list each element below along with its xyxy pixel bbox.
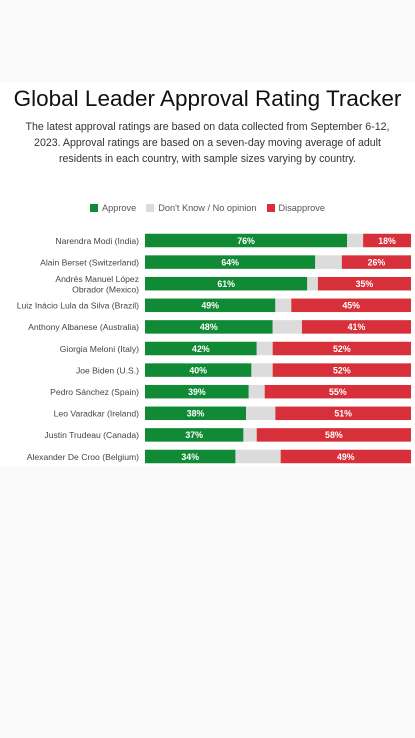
bar-row: Anthony Albanese (Australia) 48% 41%: [28, 320, 411, 334]
bar-segment-neutral: [246, 406, 276, 421]
data-label-approve: 40%: [189, 365, 207, 375]
category-label: Joe Biden (U.S.): [76, 365, 139, 375]
bar-segment-neutral: [243, 428, 257, 442]
bar-row: Pedro Sánchez (Spain) 39% 55%: [50, 384, 411, 399]
legend-label-neutral: Don't Know / No opinion: [158, 203, 257, 213]
bar-segment-disapprove: [280, 449, 411, 464]
bar-segment-disapprove: [264, 384, 411, 399]
data-label-disapprove: 52%: [333, 365, 351, 375]
bar-segment-disapprove: [272, 363, 411, 377]
category-label: Giorgia Meloni (Italy): [60, 344, 139, 354]
data-label-disapprove: 26%: [368, 257, 386, 267]
chart-card: Global Leader Approval Rating Tracker Th…: [0, 82, 415, 467]
bar-segment-approve: [145, 449, 236, 464]
data-label-approve: 48%: [200, 322, 218, 332]
legend-label-approve: Approve: [102, 203, 137, 213]
legend-swatch-disapprove: [266, 204, 275, 212]
data-label-approve: 39%: [188, 387, 206, 397]
bar-row: Narendra Modi (India) 76% 18%: [55, 233, 411, 248]
bar-segment-neutral: [235, 449, 281, 464]
data-label-disapprove: 41%: [348, 322, 366, 332]
bar-segment-neutral: [256, 341, 273, 356]
category-label: Obrador (Mexico): [72, 284, 139, 294]
bar-segment-disapprove: [363, 233, 411, 248]
category-label: Narendra Modi (India): [55, 236, 139, 246]
chart-subtitle: The latest approval ratings are based on…: [25, 121, 390, 165]
bar-segment-neutral: [248, 384, 265, 399]
legend-item-approve: Approve: [90, 203, 136, 213]
data-label-disapprove: 18%: [378, 236, 396, 246]
bar-segment-disapprove: [341, 255, 411, 269]
bar-segment-approve: [145, 341, 257, 356]
bar-segment-approve: [145, 233, 348, 248]
bar-row: Giorgia Meloni (Italy) 42% 52%: [60, 341, 411, 356]
chart-title: Global Leader Approval Rating Tracker: [13, 86, 402, 111]
bar-row: Luiz Inácio Lula da Silva (Brazil) 49% 45%: [17, 298, 411, 313]
data-label-approve: 37%: [185, 430, 203, 440]
data-label-approve: 61%: [217, 279, 235, 289]
bar-segment-approve: [145, 384, 249, 399]
data-label-disapprove: 49%: [337, 452, 355, 462]
bar-row: Justin Trudeau (Canada) 37% 58%: [44, 428, 411, 442]
bar-segment-disapprove: [275, 406, 411, 421]
bar-segment-disapprove: [272, 341, 411, 356]
category-label: Justin Trudeau (Canada): [44, 430, 139, 440]
bar-row: Leo Varadkar (Ireland) 38% 51%: [54, 406, 411, 421]
data-label-approve: 76%: [237, 236, 255, 246]
data-label-disapprove: 58%: [325, 430, 343, 440]
bar-segment-neutral: [275, 298, 292, 313]
bar-row: Alain Berset (Switzerland) 64% 26%: [40, 255, 411, 269]
data-label-disapprove: 35%: [356, 279, 374, 289]
bar-segment-approve: [145, 255, 316, 269]
category-label: Andrés Manuel López: [55, 274, 139, 284]
data-label-approve: 49%: [201, 301, 219, 311]
legend-swatch-approve: [90, 204, 98, 212]
bar-segment-approve: [145, 276, 308, 291]
category-label: Alain Berset (Switzerland): [40, 257, 139, 267]
bar-row: Joe Biden (U.S.) 40% 52%: [76, 363, 411, 377]
bar-segment-neutral: [272, 320, 302, 334]
bar-segment-neutral: [251, 363, 273, 377]
bar-segment-neutral: [315, 255, 342, 269]
data-label-disapprove: 51%: [334, 409, 352, 419]
data-label-approve: 42%: [192, 344, 210, 354]
data-label-approve: 34%: [181, 452, 199, 462]
bar-segment-neutral: [347, 233, 364, 248]
data-label-approve: 38%: [187, 409, 205, 419]
bar-segment-neutral: [307, 276, 318, 291]
bar-segment-disapprove: [256, 428, 411, 442]
bar-row: Alexander De Croo (Belgium) 34% 49%: [27, 449, 411, 464]
chart-legend: Approve Don't Know / No opinion Disappro…: [0, 203, 415, 213]
legend-item-neutral: Don't Know / No opinion: [146, 203, 257, 213]
stacked-bar-chart: Narendra Modi (India) 76% 18% Alain Berset …: [17, 233, 411, 464]
bar-segment-approve: [145, 320, 273, 334]
data-label-disapprove: 52%: [333, 344, 351, 354]
bar-segment-approve: [145, 298, 276, 313]
category-label: Pedro Sánchez (Spain): [50, 387, 139, 397]
bar-segment-approve: [145, 363, 252, 377]
data-label-disapprove: 45%: [342, 301, 360, 311]
category-label: Luiz Inácio Lula da Silva (Brazil): [17, 301, 139, 311]
bar-segment-approve: [145, 428, 244, 442]
bar-segment-approve: [145, 406, 247, 421]
legend-label-disapprove: Disapprove: [278, 203, 325, 213]
bar-segment-disapprove: [291, 298, 411, 313]
data-label-approve: 64%: [221, 257, 239, 267]
legend-item-disapprove: Disapprove: [266, 203, 325, 213]
bar-segment-disapprove: [317, 276, 411, 291]
category-label: Leo Varadkar (Ireland): [54, 409, 139, 419]
category-label: Anthony Albanese (Australia): [28, 322, 139, 332]
category-label: Alexander De Croo (Belgium): [27, 452, 139, 462]
bar-segment-disapprove: [301, 320, 411, 334]
data-label-disapprove: 55%: [329, 387, 347, 397]
legend-swatch-neutral: [146, 204, 155, 212]
